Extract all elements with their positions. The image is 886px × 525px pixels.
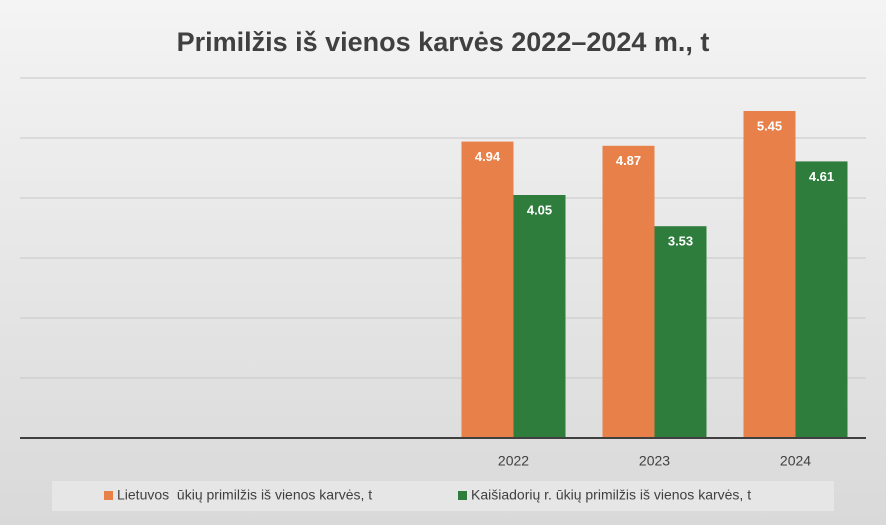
data-label: 4.05 [527,202,552,217]
bar [513,195,566,438]
data-label: 4.61 [809,169,834,184]
legend-marker [104,491,113,500]
x-tick-label: 2023 [639,453,670,469]
x-tick-label: 2022 [498,453,529,469]
data-label: 3.53 [668,234,693,249]
data-label: 4.87 [616,153,641,168]
legend-label: Kaišiadorių r. ūkių primilžis iš vienos … [471,487,751,503]
x-tick-label: 2024 [780,453,811,469]
bar [654,226,707,438]
data-label: 5.45 [757,118,782,133]
legend-box [52,481,834,511]
chart-title: Primilžis iš vienos karvės 2022–2024 m.,… [177,27,710,57]
legend-label: Lietuvos ūkių primilžis iš vienos karvės… [117,487,372,503]
bar [795,161,848,438]
legend-marker [458,491,467,500]
data-label: 4.94 [475,149,501,164]
bar [602,145,655,439]
bar [743,111,796,438]
bar [461,141,514,438]
